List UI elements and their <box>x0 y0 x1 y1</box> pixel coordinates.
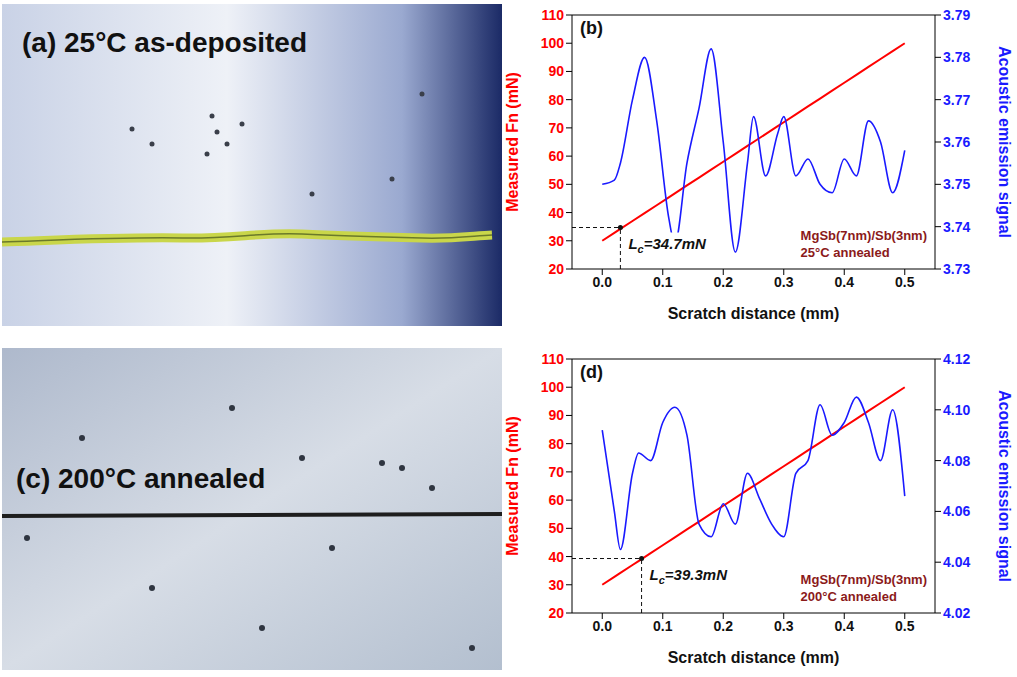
svg-text:0.1: 0.1 <box>653 618 673 634</box>
html-text:MgSb(7nm)/Sb(3nm): MgSb(7nm)/Sb(3nm) <box>800 572 927 587</box>
svg-text:4.12: 4.12 <box>943 351 970 367</box>
svg-text:100: 100 <box>541 35 565 51</box>
svg-text:110: 110 <box>541 351 564 367</box>
svg-text:70: 70 <box>548 120 564 136</box>
svg-text:0.2: 0.2 <box>714 618 734 634</box>
svg-text:Lc=34.7mN: Lc=34.7mN <box>628 235 707 255</box>
svg-text:Scratch distance (mm): Scratch distance (mm) <box>668 649 840 666</box>
svg-text:Lc=39.3mN: Lc=39.3mN <box>650 566 729 586</box>
svg-text:20: 20 <box>548 261 564 277</box>
svg-text:0.3: 0.3 <box>774 618 794 634</box>
svg-text:20: 20 <box>548 605 564 621</box>
svg-text:(c) 200°C annealed: (c) 200°C annealed <box>16 463 265 494</box>
svg-text:Acoustic emission signal: Acoustic emission signal <box>996 46 1013 238</box>
html-text:25°C annealed: 25°C annealed <box>800 245 890 260</box>
svg-text:Measured Fn (mN): Measured Fn (mN) <box>505 72 521 212</box>
svg-text:4.02: 4.02 <box>943 605 970 621</box>
html-text:(b): (b) <box>580 18 603 38</box>
svg-text:30: 30 <box>548 577 564 593</box>
svg-text:4.04: 4.04 <box>943 554 970 570</box>
svg-text:50: 50 <box>548 176 564 192</box>
svg-text:90: 90 <box>548 63 564 79</box>
svg-text:4.10: 4.10 <box>943 402 970 418</box>
svg-text:30: 30 <box>548 233 564 249</box>
svg-text:70: 70 <box>548 464 564 480</box>
html-text:200°C annealed: 200°C annealed <box>800 589 897 604</box>
svg-text:(a) 25°C as-deposited: (a) 25°C as-deposited <box>22 27 307 58</box>
svg-text:4.08: 4.08 <box>943 453 970 469</box>
html-text:(d): (d) <box>580 362 603 382</box>
svg-text:0.1: 0.1 <box>653 274 673 290</box>
svg-text:60: 60 <box>548 148 564 164</box>
svg-text:0.3: 0.3 <box>774 274 794 290</box>
html-text:MgSb(7nm)/Sb(3nm): MgSb(7nm)/Sb(3nm) <box>800 228 927 243</box>
svg-text:3.79: 3.79 <box>943 7 970 23</box>
svg-text:3.78: 3.78 <box>943 49 970 65</box>
svg-text:40: 40 <box>548 549 564 565</box>
svg-text:3.73: 3.73 <box>943 261 970 277</box>
svg-text:50: 50 <box>548 520 564 536</box>
svg-text:0.5: 0.5 <box>895 274 915 290</box>
svg-text:90: 90 <box>548 407 564 423</box>
svg-text:4.06: 4.06 <box>943 503 970 519</box>
svg-text:3.74: 3.74 <box>943 219 970 235</box>
svg-text:100: 100 <box>541 379 565 395</box>
svg-text:60: 60 <box>548 492 564 508</box>
svg-text:Acoustic emission signal: Acoustic emission signal <box>996 390 1013 582</box>
svg-text:Measured Fn (mN): Measured Fn (mN) <box>505 416 521 556</box>
svg-text:3.76: 3.76 <box>943 134 970 150</box>
svg-text:0.4: 0.4 <box>835 618 855 634</box>
svg-text:0.2: 0.2 <box>714 274 734 290</box>
svg-text:0.0: 0.0 <box>593 274 613 290</box>
svg-text:0.0: 0.0 <box>593 618 613 634</box>
svg-text:0.5: 0.5 <box>895 618 915 634</box>
svg-text:3.75: 3.75 <box>943 176 970 192</box>
svg-text:80: 80 <box>548 92 564 108</box>
svg-text:3.77: 3.77 <box>943 92 970 108</box>
svg-text:0.4: 0.4 <box>835 274 855 290</box>
svg-text:Scratch distance (mm): Scratch distance (mm) <box>668 305 840 322</box>
svg-text:110: 110 <box>541 7 564 23</box>
svg-text:80: 80 <box>548 436 564 452</box>
svg-text:40: 40 <box>548 205 564 221</box>
